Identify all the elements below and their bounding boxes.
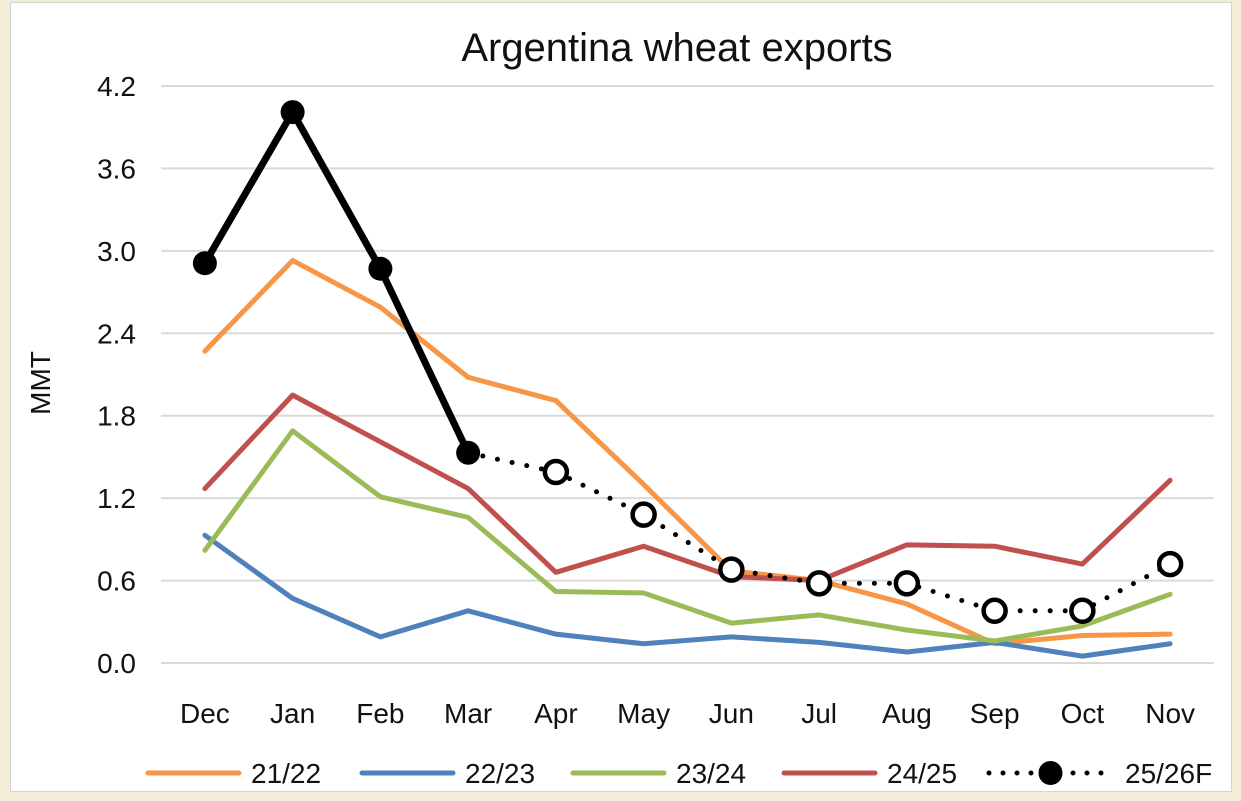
legend-label-25-26f: 25/26F — [1125, 758, 1212, 789]
x-tick-label: Aug — [882, 698, 932, 729]
x-tick-label: Nov — [1145, 698, 1195, 729]
data-point-forecast — [542, 458, 570, 486]
data-point-forecast — [805, 570, 833, 597]
x-tick-label: Mar — [444, 698, 492, 729]
data-point-forecast — [893, 570, 921, 597]
legend-label-24-25: 24/25 — [887, 758, 957, 789]
x-tick-label: Oct — [1061, 698, 1105, 729]
grid-lines — [161, 85, 1214, 664]
x-tick-label: Feb — [356, 698, 404, 729]
data-point-actual — [456, 440, 481, 465]
line-chart: Argentina wheat exports MMT 0.0 0.6 1.2 1.8… — [25, 26, 1214, 789]
series-line-23-24 — [202, 428, 1173, 644]
x-tick-label: Jul — [801, 698, 837, 729]
series-line-22-23 — [202, 532, 1173, 659]
y-tick-label: 1.2 — [97, 483, 136, 514]
y-tick-label: 0.6 — [97, 566, 136, 597]
series-line-25-26f-actual — [201, 108, 472, 457]
y-tick-label: 3.0 — [97, 236, 136, 267]
data-point-forecast — [1156, 550, 1184, 578]
x-tick-label: Sep — [970, 698, 1020, 729]
y-tick-label: 1.8 — [97, 401, 136, 432]
series-line-21-22 — [202, 257, 1173, 647]
legend-label-23-24: 23/24 — [676, 758, 746, 789]
series-line-25-26f-forecast — [465, 450, 1173, 614]
data-point-actual — [368, 256, 393, 281]
y-axis-ticks: 0.0 0.6 1.2 1.8 2.4 3.0 3.6 4.2 — [97, 71, 136, 679]
y-tick-label: 4.2 — [97, 71, 136, 102]
legend-label-22-23: 22/23 — [465, 758, 535, 789]
y-axis-label: MMT — [25, 351, 56, 415]
legend: 21/22 22/23 23/24 24/25 25/26F — [145, 758, 1212, 789]
data-point-forecast — [718, 556, 745, 583]
data-point-actual — [192, 251, 217, 276]
legend-label-21-22: 21/22 — [251, 758, 321, 789]
series-line-24-25 — [202, 392, 1173, 584]
x-tick-label: Dec — [180, 698, 230, 729]
y-tick-label: 3.6 — [97, 153, 136, 184]
chart-frame: Argentina wheat exports MMT 0.0 0.6 1.2 1.8… — [10, 2, 1232, 792]
y-tick-label: 0.0 — [97, 648, 136, 679]
x-axis-ticks: Dec Jan Feb Mar Apr May Jun Jul Aug Sep Oct Nov — [180, 698, 1195, 729]
x-tick-label: May — [617, 698, 670, 729]
data-point-forecast — [981, 597, 1008, 625]
x-tick-label: Jan — [270, 698, 315, 729]
series-lines — [201, 108, 1173, 659]
data-point-actual — [280, 100, 305, 125]
y-tick-label: 2.4 — [97, 318, 136, 349]
chart-title: Argentina wheat exports — [461, 26, 892, 70]
x-tick-label: Apr — [534, 698, 578, 729]
data-point-forecast — [1069, 597, 1096, 625]
series-markers — [192, 100, 1184, 625]
data-point-forecast — [630, 501, 657, 528]
x-tick-label: Jun — [709, 698, 754, 729]
legend-marker-25-26f — [1038, 761, 1063, 785]
